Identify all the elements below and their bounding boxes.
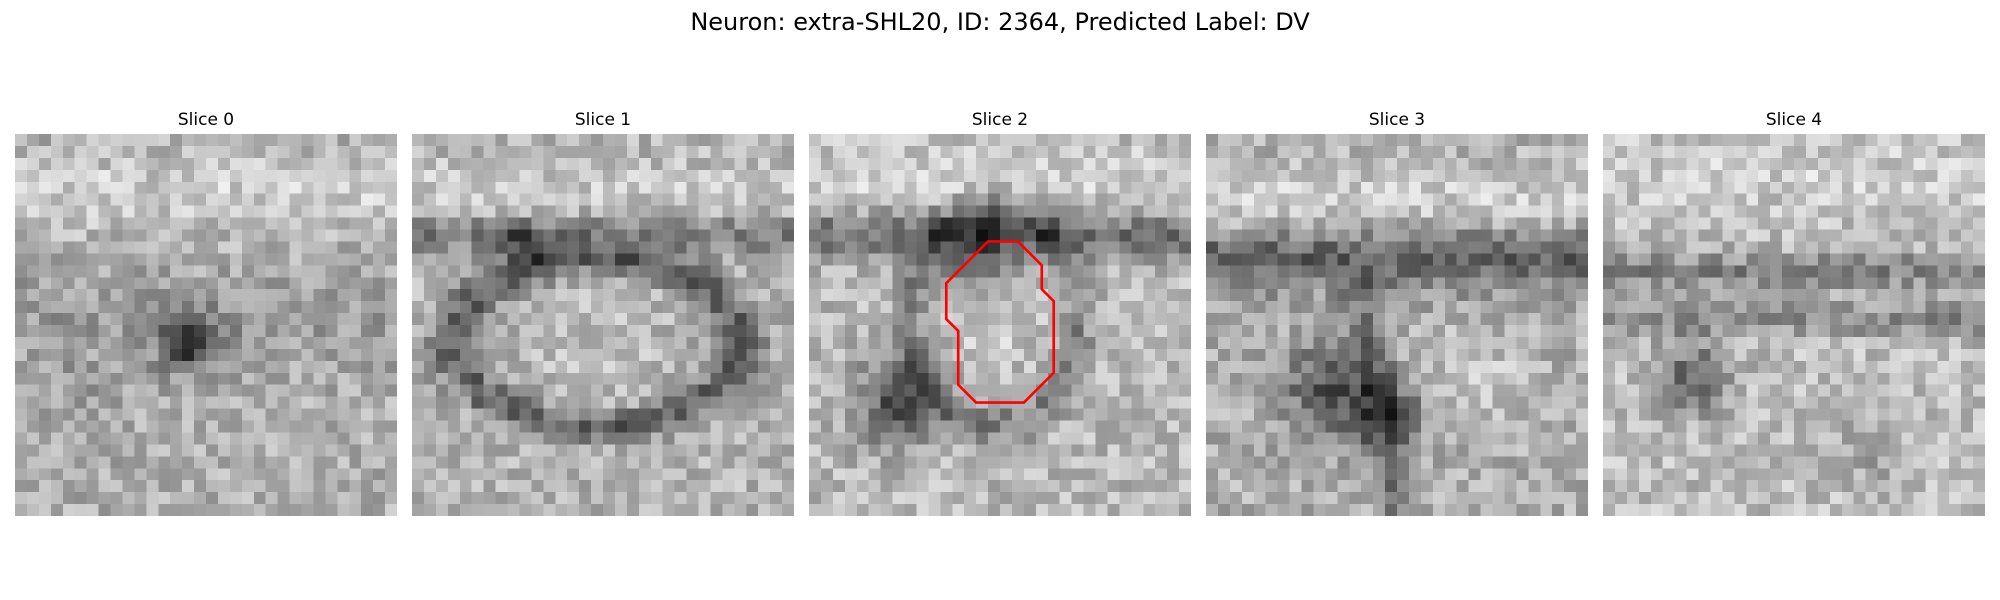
figure-title: Neuron: extra-SHL20, ID: 2364, Predicted… bbox=[690, 8, 1310, 36]
slice-image-3 bbox=[1206, 134, 1588, 516]
roi-contour bbox=[944, 240, 1056, 404]
slice-title-4: Slice 4 bbox=[1765, 110, 1823, 130]
slice-image-0 bbox=[15, 134, 397, 516]
slice-title-1: Slice 1 bbox=[574, 110, 632, 130]
slice-title-0: Slice 0 bbox=[177, 110, 235, 130]
slice-title-3: Slice 3 bbox=[1368, 110, 1426, 130]
slice-image-1 bbox=[412, 134, 794, 516]
slice-title-2: Slice 2 bbox=[971, 110, 1029, 130]
slice-image-2 bbox=[809, 134, 1191, 516]
slice-image-4 bbox=[1603, 134, 1985, 516]
